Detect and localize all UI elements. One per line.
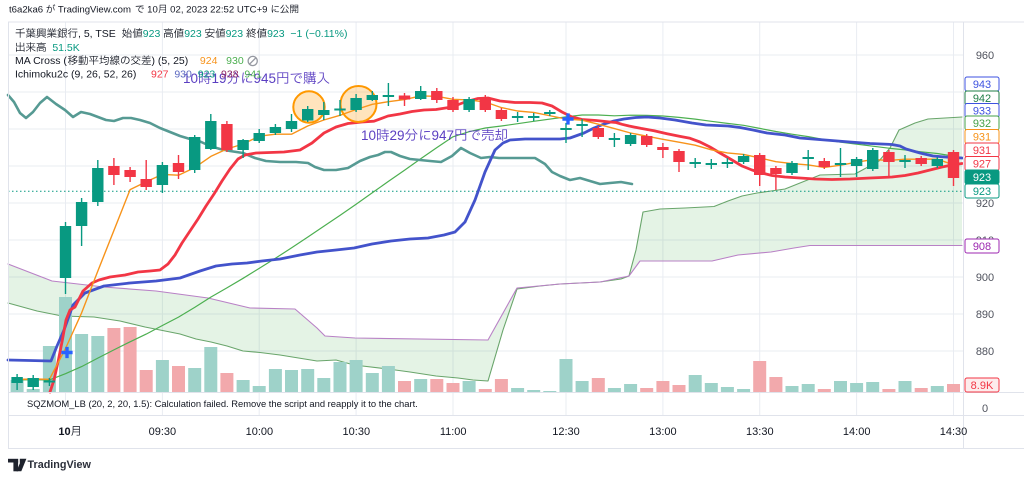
- svg-text:923: 923: [267, 28, 285, 40]
- svg-text:10: 10: [183, 71, 198, 86]
- svg-text:12:30: 12:30: [552, 426, 580, 438]
- svg-text:890: 890: [976, 309, 994, 321]
- svg-text:933: 933: [973, 105, 991, 117]
- svg-text:923: 923: [973, 186, 991, 198]
- svg-text:923: 923: [184, 28, 202, 40]
- svg-text:t6a2ka6: t6a2ka6: [9, 5, 46, 16]
- svg-text:0: 0: [982, 403, 988, 415]
- svg-text:923: 923: [226, 28, 244, 40]
- svg-text:947: 947: [432, 128, 455, 143]
- svg-text:923: 923: [973, 172, 991, 184]
- svg-text:900: 900: [976, 272, 994, 284]
- svg-text:924: 924: [200, 55, 218, 67]
- svg-text:942: 942: [973, 93, 991, 105]
- svg-text:02, 2023 22:52 UTC+9: 02, 2023 22:52 UTC+9: [168, 5, 271, 16]
- svg-text:923: 923: [143, 28, 161, 40]
- svg-text:923: 923: [192, 68, 216, 80]
- svg-text:10:30: 10:30: [343, 426, 371, 438]
- svg-text:09:30: 09:30: [149, 426, 177, 438]
- svg-text:10:00: 10:00: [246, 426, 274, 438]
- svg-text:−1 (−0.11%): −1 (−0.11%): [285, 28, 348, 40]
- svg-text:931: 931: [973, 131, 991, 143]
- svg-text:) (5, 25): ) (5, 25): [152, 55, 200, 67]
- svg-text:MA Cross (: MA Cross (: [15, 55, 67, 67]
- svg-text:945: 945: [254, 71, 277, 86]
- svg-text:19: 19: [212, 71, 227, 86]
- svg-text:943: 943: [973, 79, 991, 91]
- svg-text:Ichimoku2c (9, 26, 52, 26): Ichimoku2c (9, 26, 52, 26): [15, 68, 151, 80]
- svg-text:927: 927: [151, 68, 169, 80]
- svg-text:29: 29: [390, 128, 405, 143]
- svg-text:11:00: 11:00: [440, 426, 467, 438]
- svg-text:13:00: 13:00: [649, 426, 677, 438]
- svg-text:TradingView.com: TradingView.com: [55, 5, 133, 16]
- svg-text:10: 10: [145, 5, 158, 16]
- svg-text:, 5, TSE: , 5, TSE: [78, 28, 122, 40]
- svg-text:932: 932: [973, 118, 991, 130]
- svg-text:920: 920: [976, 198, 994, 210]
- svg-text:10: 10: [58, 426, 70, 438]
- svg-text:927: 927: [973, 158, 991, 170]
- svg-text:938: 938: [215, 68, 239, 80]
- svg-text:880: 880: [976, 346, 994, 358]
- svg-text:930: 930: [217, 55, 243, 67]
- svg-text:930: 930: [169, 68, 193, 80]
- svg-text:931: 931: [973, 145, 991, 157]
- svg-text:14:00: 14:00: [843, 426, 871, 438]
- svg-text:960: 960: [976, 50, 994, 62]
- svg-text:14:30: 14:30: [940, 426, 968, 438]
- svg-text:8.9K: 8.9K: [971, 380, 994, 392]
- svg-text:908: 908: [973, 241, 991, 253]
- svg-text:SQZMOM_LB (20, 2, 20, 1.5): Ca: SQZMOM_LB (20, 2, 20, 1.5): Calculation …: [27, 398, 418, 409]
- svg-text:13:30: 13:30: [746, 426, 774, 438]
- svg-text:10: 10: [361, 128, 376, 143]
- svg-text:941: 941: [239, 68, 263, 80]
- svg-text:TradingView: TradingView: [28, 459, 92, 471]
- svg-text:51.5K: 51.5K: [47, 42, 80, 54]
